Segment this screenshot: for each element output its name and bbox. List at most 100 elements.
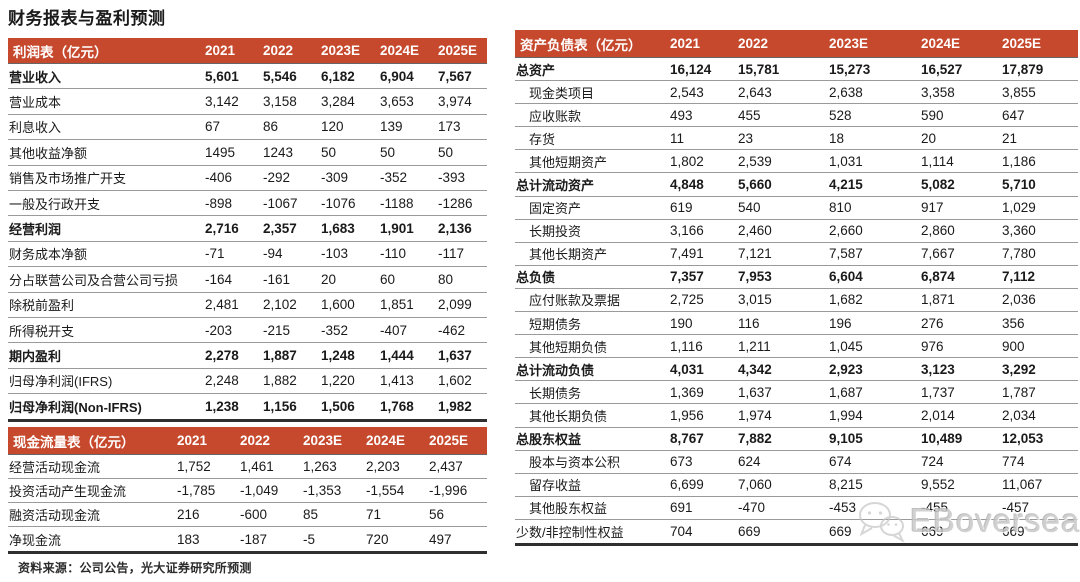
value-cell: -352	[380, 170, 408, 186]
value-cell: 3,015	[738, 292, 772, 308]
value-cell: 1,768	[380, 399, 414, 415]
value-cell: 3,284	[321, 94, 355, 110]
value-cell: 9,552	[921, 477, 955, 493]
table-row: 经营活动现金流 1,752 1,461 1,263 2,203 2,437	[8, 455, 487, 479]
column-header-2023e: 2023E	[829, 36, 869, 51]
value-cell: 2,643	[738, 84, 772, 100]
value-cell: 11,067	[1002, 477, 1043, 493]
value-cell: 1,263	[303, 459, 337, 474]
table-row: 固定资产 619 540 810 917 1,029	[515, 196, 1078, 220]
column-header-2025e: 2025E	[429, 433, 469, 448]
value-cell: -110	[380, 246, 407, 262]
table-row: 留存收益 6,699 7,060 8,215 9,552 11,067	[515, 473, 1078, 497]
value-cell: 196	[829, 315, 852, 331]
row-label: 营业收入	[9, 69, 62, 85]
row-label: 总股东权益	[516, 432, 582, 448]
value-cell: 9,105	[829, 431, 863, 447]
value-cell: 1,600	[321, 297, 355, 313]
value-cell: 56	[429, 507, 445, 522]
value-cell: 2,248	[205, 373, 239, 389]
value-cell: 704	[670, 523, 693, 539]
value-cell: -71	[205, 246, 225, 262]
table-row: 现金类项目 2,543 2,643 2,638 3,358 3,855	[515, 81, 1078, 105]
table-row: 分占联营公司及合营公司亏损 -164 -161 20 60 80	[8, 267, 487, 293]
value-cell: 1,802	[670, 153, 704, 169]
table-row: 归母净利润(IFRS) 2,248 1,882 1,220 1,413 1,602	[8, 368, 487, 395]
value-cell: -457	[1002, 500, 1030, 516]
value-cell: -1,049	[240, 483, 279, 498]
value-cell: 18	[829, 130, 845, 146]
table-row: 投资活动产生现金流 -1,785 -1,049 -1,353 -1,554 -1,996	[8, 479, 487, 503]
value-cell: 2,481	[205, 297, 239, 313]
column-header-2023e: 2023E	[303, 433, 343, 448]
value-cell: 2,099	[438, 297, 472, 313]
value-cell: 1,461	[240, 459, 274, 474]
value-cell: 60	[380, 271, 396, 287]
value-cell: 4,031	[670, 361, 704, 377]
value-cell: -161	[263, 271, 291, 287]
table-row: 利息收入 67 86 120 139 173	[8, 114, 487, 141]
row-label: 财务成本净额	[9, 247, 88, 263]
value-cell: 1,211	[738, 338, 771, 354]
row-label: 其他收益净额	[9, 145, 88, 161]
value-cell: 3,142	[205, 94, 239, 110]
value-cell: 6,904	[380, 68, 414, 84]
value-cell: 590	[921, 107, 944, 123]
value-cell: 976	[921, 338, 944, 354]
value-cell: -406	[205, 170, 233, 186]
value-cell: 10,489	[921, 431, 963, 447]
table-row: 归母净利润(Non-IFRS) 1,238 1,156 1,506 1,768 1,982	[8, 394, 487, 420]
value-cell: 17,879	[1002, 61, 1044, 77]
table-row: 总负债 7,357 7,953 6,604 6,874 7,112	[515, 265, 1078, 289]
table-row: 其他长期负债 1,956 1,974 1,994 2,014 2,034	[515, 404, 1078, 428]
value-cell: 2,203	[366, 459, 400, 474]
row-label: 少数/非控制性权益	[516, 524, 624, 540]
value-cell: 116	[738, 315, 760, 331]
value-cell: 1,637	[738, 384, 772, 400]
row-label: 经营利润	[9, 222, 62, 238]
value-cell: 80	[438, 271, 454, 287]
column-header-2021: 2021	[205, 43, 236, 58]
value-cell: 669	[1002, 523, 1025, 539]
value-cell: 1,887	[263, 347, 297, 363]
row-label: 投资活动产生现金流	[9, 484, 127, 499]
value-cell: 720	[366, 531, 389, 547]
value-cell: 6,604	[829, 269, 863, 285]
row-label: 一般及行政开支	[9, 196, 101, 212]
value-cell: 183	[177, 531, 200, 547]
value-cell: 669	[829, 523, 852, 539]
value-cell: -117	[438, 246, 465, 262]
table-title: 资产负债表（亿元）	[520, 37, 642, 53]
value-cell: -352	[321, 322, 349, 338]
value-cell: 1,156	[263, 399, 297, 415]
value-cell: 7,780	[1002, 246, 1036, 262]
value-cell: 2,660	[829, 223, 863, 239]
table-row: 总股东权益 8,767 7,882 9,105 10,489 12,053	[515, 427, 1078, 451]
value-cell: 1,637	[438, 347, 472, 363]
value-cell: -292	[263, 170, 291, 186]
value-cell: 5,601	[205, 68, 239, 84]
value-cell: -1,554	[366, 483, 405, 498]
value-cell: 6,182	[321, 68, 355, 84]
value-cell: 810	[829, 200, 852, 216]
row-label: 除税前盈利	[9, 298, 75, 314]
value-cell: -470	[738, 500, 766, 516]
balance-sheet-table: 资产负债表（亿元） 2021 2022 2023E 2024E 2025E 总资产 16,1…	[515, 30, 1078, 546]
table-row: 长期债务 1,369 1,637 1,687 1,737 1,787	[515, 381, 1078, 405]
value-cell: -1,353	[303, 483, 342, 498]
row-label: 归母净利润(IFRS)	[9, 374, 113, 390]
value-cell: 1495	[205, 144, 236, 160]
value-cell: 3,855	[1002, 84, 1036, 100]
row-label: 所得税开支	[9, 323, 75, 339]
value-cell: 20	[921, 130, 937, 146]
table-row: 营业成本 3,142 3,158 3,284 3,653 3,974	[8, 89, 487, 115]
row-label: 其他短期负债	[529, 339, 608, 355]
value-cell: -1076	[321, 195, 356, 211]
column-header-2025e: 2025E	[1002, 36, 1042, 51]
table-row: 其他长期资产 7,491 7,121 7,587 7,667 7,780	[515, 242, 1078, 266]
value-cell: 16,527	[921, 61, 963, 77]
value-cell: 23	[738, 130, 754, 146]
value-cell: 7,121	[738, 246, 772, 262]
value-cell: 3,166	[670, 223, 704, 239]
value-cell: 669	[921, 523, 944, 539]
